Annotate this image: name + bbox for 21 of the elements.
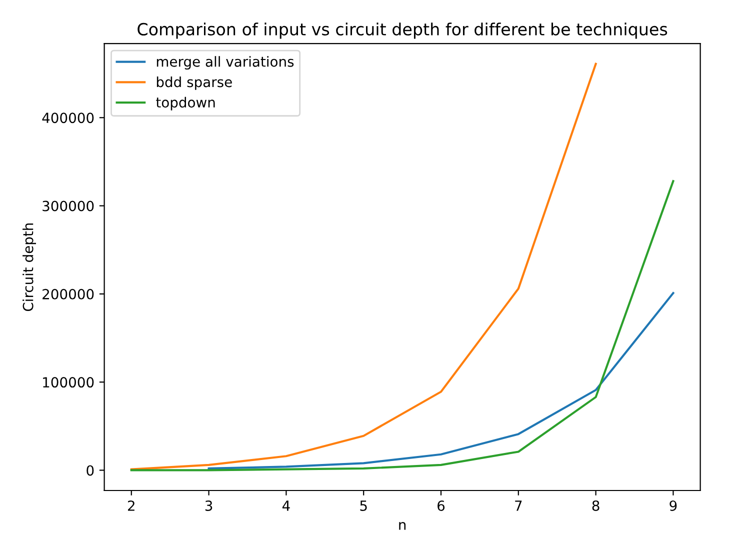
x-axis-title: n: [399, 522, 406, 530]
line-series: [130, 180, 674, 472]
y-axis-title: Circuit depth: [22, 223, 36, 312]
y-tick-label: 200000: [42, 288, 94, 300]
chart-title: Comparison of input vs circuit depth for different be techniques: [138, 22, 668, 39]
y-tick-label: 0: [86, 465, 94, 476]
x-tick-label: 7: [515, 500, 522, 511]
x-tick-label: 6: [438, 500, 445, 511]
x-tick-label: 4: [282, 500, 290, 511]
legend-label: topdown: [156, 96, 215, 110]
x-tick-label: 3: [205, 500, 212, 511]
x-tick-label: 2: [128, 500, 134, 511]
x-tick-label: 8: [592, 500, 600, 511]
line-series: [208, 292, 674, 470]
y-tick-label: 300000: [42, 200, 94, 212]
x-tick-label: 5: [360, 500, 367, 511]
legend-label: bdd sparse: [156, 76, 232, 90]
legend-label: merge all variations: [156, 56, 294, 70]
y-tick-label: 100000: [43, 377, 94, 388]
y-tick-label: 400000: [42, 112, 94, 124]
x-tick-label: 9: [670, 500, 677, 511]
